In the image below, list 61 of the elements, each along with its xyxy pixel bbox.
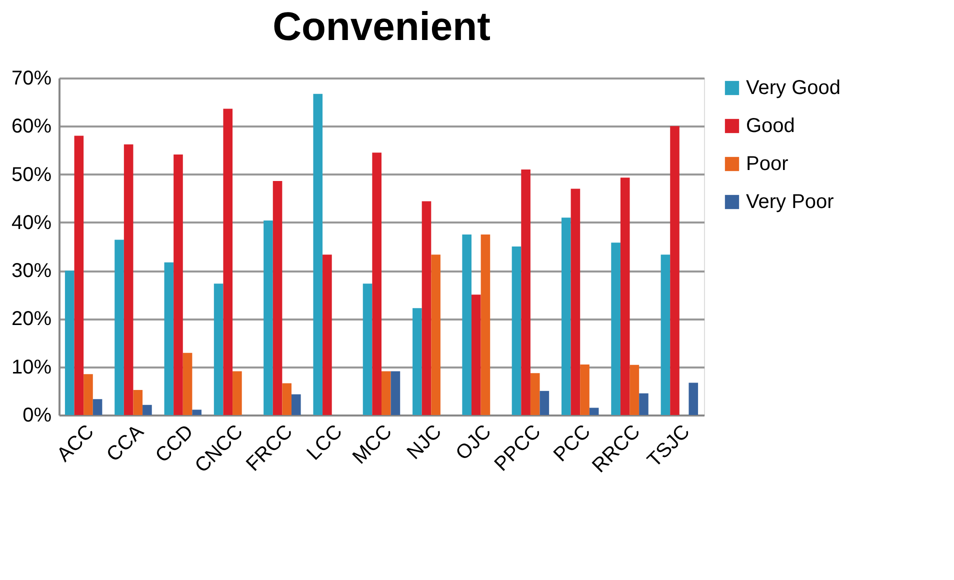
bar	[620, 178, 630, 415]
bar	[223, 108, 233, 415]
bar	[471, 294, 481, 415]
bar	[372, 152, 382, 415]
bar	[124, 144, 134, 415]
bar	[630, 364, 640, 415]
bar	[639, 393, 648, 415]
bar	[74, 136, 84, 415]
bar	[412, 308, 422, 415]
legend-label: Good	[746, 115, 795, 137]
x-tick-label: CCA	[102, 420, 149, 466]
bar	[382, 371, 391, 415]
bar	[362, 284, 372, 415]
bar	[480, 234, 490, 415]
y-tick-label: 70%	[11, 68, 52, 90]
bar	[570, 188, 580, 415]
x-tick-label: NJC	[402, 420, 446, 464]
y-tick-label: 0%	[22, 404, 52, 426]
bar	[660, 254, 670, 415]
bar	[512, 246, 522, 415]
bar	[670, 126, 680, 415]
bar	[322, 254, 332, 415]
bar	[688, 382, 698, 415]
bar	[540, 390, 550, 415]
bar	[589, 408, 599, 415]
bar	[390, 371, 400, 415]
legend-label: Very Poor	[746, 191, 834, 213]
bar	[92, 399, 102, 415]
bar	[530, 373, 540, 415]
y-tick-label: 20%	[11, 308, 52, 330]
bar	[313, 94, 323, 415]
bar	[264, 220, 273, 415]
bar	[64, 270, 74, 415]
bar	[142, 404, 152, 415]
bar	[462, 234, 472, 415]
bar	[292, 394, 301, 415]
legend-label: Poor	[746, 153, 789, 175]
bar	[431, 254, 440, 415]
bar	[580, 364, 590, 415]
bar	[174, 154, 183, 415]
bar	[114, 240, 124, 415]
bar	[611, 242, 620, 415]
bar	[214, 284, 224, 415]
bar	[164, 262, 174, 415]
bar	[422, 201, 432, 415]
bar	[133, 390, 143, 415]
y-tick-label: 50%	[11, 164, 52, 186]
bar	[192, 410, 202, 415]
bar	[182, 352, 192, 415]
bar	[232, 371, 242, 415]
y-tick-label: 30%	[11, 260, 52, 282]
legend-label: Very Good	[746, 77, 841, 99]
y-tick-label: 60%	[11, 116, 52, 138]
y-tick-label: 10%	[11, 356, 52, 378]
bar	[84, 374, 93, 415]
bar	[521, 169, 530, 415]
chart-title: Convenient	[272, 5, 490, 49]
bar	[561, 218, 571, 415]
bar	[272, 181, 282, 415]
y-tick-label: 40%	[11, 212, 52, 234]
bar	[282, 383, 292, 415]
